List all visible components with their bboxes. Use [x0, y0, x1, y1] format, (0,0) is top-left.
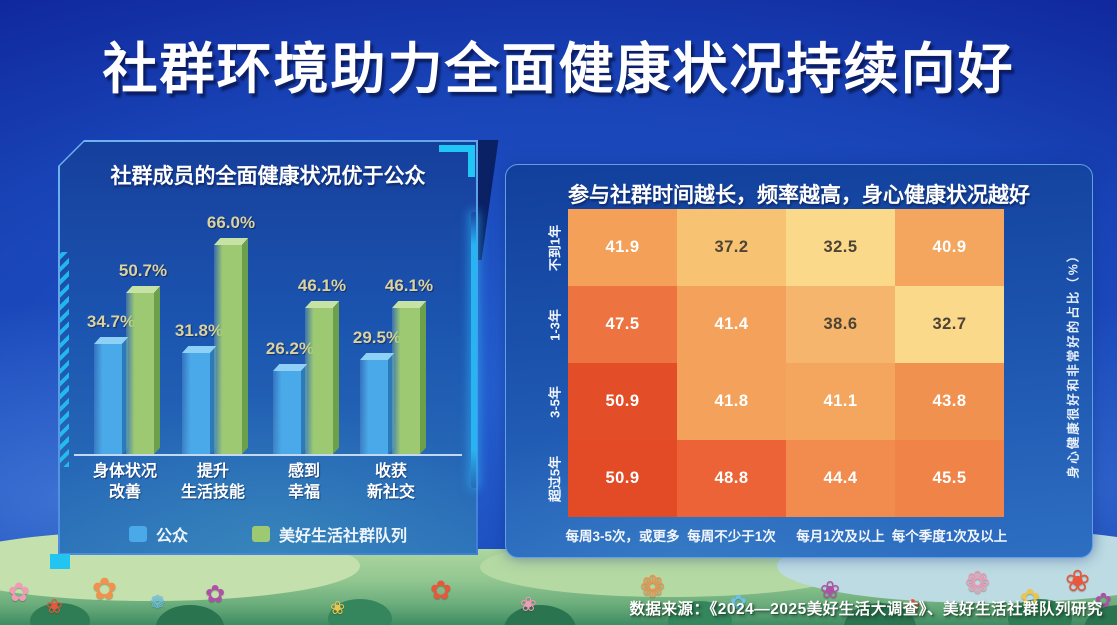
flower-icon: ✿ — [905, 596, 921, 616]
heatmap-right-axis-label: 身心健康很好和非常好的占比（%） — [1066, 247, 1081, 479]
bar-chart-legend: 公众 美好生活社群队列 — [58, 522, 478, 546]
heatmap-column-label: 每周3-5次，或更多 — [565, 529, 680, 544]
heatmap-grid: 41.9 37.2 32.5 40.9 47.5 41.4 38.6 32.7 50.9 41.8… — [568, 209, 1004, 517]
heatmap-cell: 40.9 — [895, 209, 1004, 286]
flower-icon: ❁ — [640, 571, 666, 604]
flower-icon: ✿ — [92, 573, 118, 606]
heatmap-cell: 41.1 — [786, 363, 895, 440]
heatmap-cell: 44.4 — [786, 440, 895, 517]
bar-category-label: 感到 幸福 — [287, 463, 320, 501]
heatmap-cell: 48.8 — [677, 440, 786, 517]
heatmap-cell: 37.2 — [677, 209, 786, 286]
bar-value-label: 50.7% — [118, 261, 168, 280]
bar-face — [126, 293, 154, 454]
heatmap-cell: 41.9 — [568, 209, 677, 286]
bar-side-face — [333, 301, 339, 454]
heatmap-column-label: 每个季度1次及以上 — [891, 529, 1008, 544]
heatmap-cell: 47.5 — [568, 286, 677, 363]
bar-value-label: 34.7% — [86, 312, 136, 331]
bar-value-label: 66.0% — [206, 213, 256, 232]
bar-group: 34.7% 50.7% — [87, 194, 167, 454]
bar-side-face — [154, 286, 160, 454]
flower-icon: ✿ — [430, 575, 452, 605]
heatmap-row-label: 3-5年 — [547, 385, 563, 418]
heatmap-column-label: 每周不少于1次 — [687, 529, 776, 544]
flower-icon: ❀ — [46, 596, 63, 618]
flower-icon: ❀ — [1065, 565, 1091, 598]
heatmap-cell: 50.9 — [568, 363, 677, 440]
bar-value-label: 31.8% — [174, 321, 224, 340]
bar-group: 29.5% 46.1% — [353, 194, 433, 454]
flower-icon: ✿ — [1020, 585, 1041, 612]
heatmap-row-label: 不到1年 — [547, 224, 563, 271]
heatmap-cell: 41.8 — [677, 363, 786, 440]
flower-icon: ❀ — [820, 577, 841, 604]
legend-swatch-icon — [252, 526, 270, 542]
bar-chart-title: 社群成员的全面健康状况优于公众 — [110, 165, 426, 188]
bar-category-label: 收获 新社交 — [366, 463, 415, 501]
legend-item: 美好生活社群队列 — [252, 522, 407, 546]
bar-value-label: 29.5% — [352, 328, 402, 347]
heatmap-column-label: 每月1次及以上 — [796, 529, 885, 544]
heatmap-cell: 32.7 — [895, 286, 1004, 363]
x-axis-baseline — [74, 454, 462, 456]
bar-chart-panel: 社群成员的全面健康状况优于公众 34.7% 50.7% 31.8% 66.0% 26.2… — [50, 140, 499, 569]
heatmap-cell: 41.4 — [677, 286, 786, 363]
hatch-strip-decoration — [60, 252, 69, 467]
bar-face — [94, 344, 122, 454]
bar-category-label: 身体状况 改善 — [92, 463, 157, 501]
glow-strip-decoration — [471, 212, 477, 488]
heatmap-cell: 50.9 — [568, 440, 677, 517]
cyan-chip-decoration — [50, 554, 70, 569]
bar-face — [360, 360, 388, 454]
bar-group: 31.8% 66.0% — [175, 194, 255, 454]
flower-icon: ❀ — [520, 594, 537, 616]
heatmap-cell: 38.6 — [786, 286, 895, 363]
bush-shapes — [30, 603, 90, 625]
heatmap-panel: 参与社群时间越长，频率越高，身心健康状况越好 41.9 37.2 32.5 40.9 4… — [505, 164, 1093, 558]
heatmap-cell: 45.5 — [895, 440, 1004, 517]
bar-category-label: 提升 生活技能 — [180, 463, 245, 501]
flower-icon: ✿ — [730, 592, 747, 614]
bar-face — [273, 371, 301, 454]
heatmap-cell: 32.5 — [786, 209, 895, 286]
corner-bracket-icon — [468, 145, 475, 177]
legend-label: 美好生活社群队列 — [279, 528, 408, 545]
bar-face — [214, 245, 242, 454]
flower-icon: ❀ — [330, 598, 346, 618]
bar-face — [182, 353, 210, 454]
bar-face — [392, 308, 420, 454]
data-source-note: 数据来源：《2024—2025美好生活大调查》、美好生活社群队列研究 — [629, 601, 1103, 618]
heatmap-row-label: 超过5年 — [547, 455, 563, 502]
heatmap-row-label: 1-3年 — [547, 308, 563, 341]
bar-face — [305, 308, 333, 454]
corner-bracket-icon — [439, 145, 475, 152]
flower-icon: ✿ — [205, 581, 226, 608]
flower-icon: ❁ — [965, 567, 991, 600]
bar-group: 26.2% 46.1% — [266, 194, 346, 454]
bar-value-label: 46.1% — [384, 276, 434, 295]
bar-plot: 34.7% 50.7% 31.8% 66.0% 26.2% 46.1% 29.5% 46.1% — [72, 196, 464, 456]
bar-value-label: 46.1% — [297, 276, 347, 295]
legend-item: 公众 — [128, 522, 188, 546]
bar-value-label: 26.2% — [265, 339, 315, 358]
heatmap-title: 参与社群时间越长，频率越高，身心健康状况越好 — [568, 184, 1030, 207]
bar-side-face — [420, 301, 426, 454]
heatmap-cell: 43.8 — [895, 363, 1004, 440]
legend-label: 公众 — [155, 528, 188, 545]
legend-swatch-icon — [128, 526, 147, 542]
slide-title: 社群环境助力全面健康状况持续向好 — [102, 38, 1015, 100]
flower-icon: ❁ — [150, 592, 166, 612]
flower-icon: ✿ — [1095, 590, 1112, 612]
flower-icon: ✿ — [8, 577, 30, 607]
